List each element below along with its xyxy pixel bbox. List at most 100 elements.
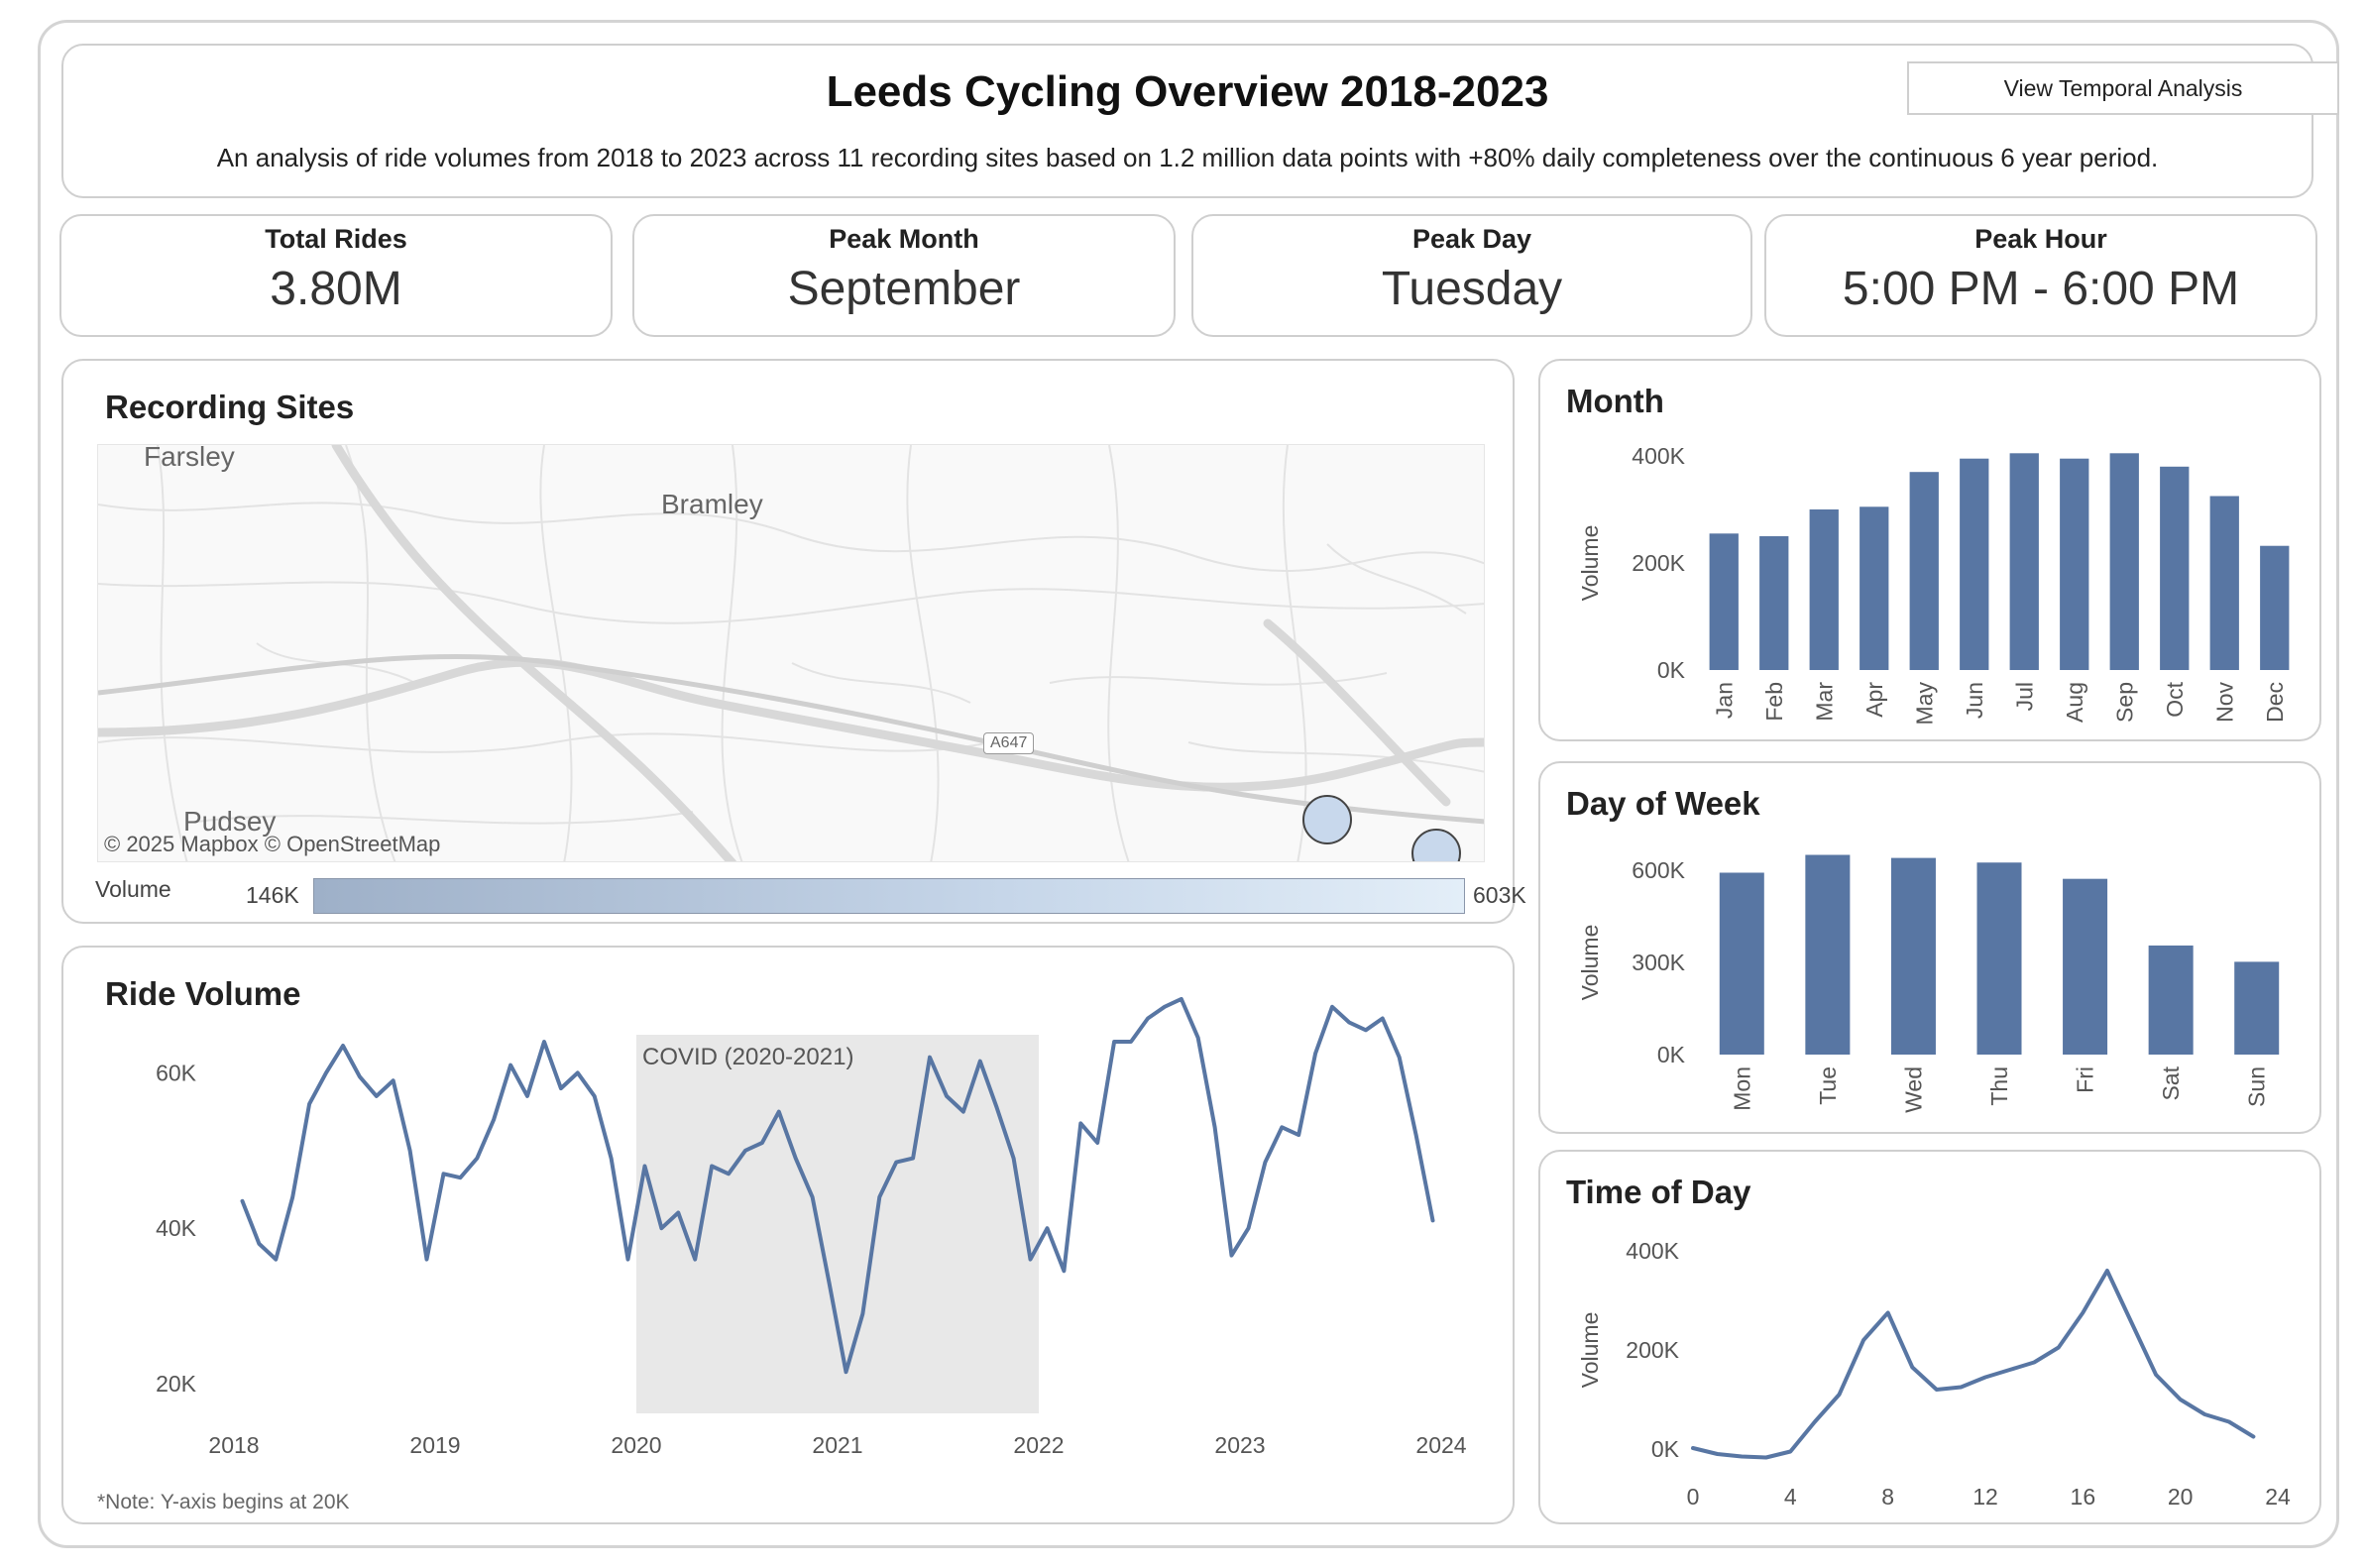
y-axis-label: Volume xyxy=(1577,925,1603,1001)
kpi-label: Peak Month xyxy=(829,224,979,254)
x-tick-label: Mon xyxy=(1729,1066,1754,1111)
x-tick-label: 2022 xyxy=(1013,1432,1064,1458)
kpi-value: September xyxy=(787,263,1021,315)
bar xyxy=(1719,872,1764,1055)
x-tick-label: Aug xyxy=(2062,682,2087,723)
x-tick-label: 2023 xyxy=(1214,1432,1265,1458)
kpi-label: Peak Hour xyxy=(1974,224,2107,254)
x-tick-label: 2019 xyxy=(409,1432,460,1458)
x-tick-label: Thu xyxy=(1986,1066,2012,1106)
x-tick-label: 12 xyxy=(1972,1484,1998,1510)
panel-title: Time of Day xyxy=(1566,1174,1751,1210)
bar xyxy=(1809,509,1839,670)
x-tick-label: Sun xyxy=(2244,1066,2270,1107)
x-tick-label: Nov xyxy=(2211,682,2237,723)
x-tick-label: 24 xyxy=(2265,1484,2291,1510)
kpi-value: 5:00 PM - 6:00 PM xyxy=(1842,263,2240,315)
y-tick-label: 200K xyxy=(1626,1337,1679,1363)
bar xyxy=(1976,862,2022,1055)
map-roads xyxy=(98,445,1484,862)
y-tick-label: 0K xyxy=(1651,1436,1680,1462)
x-tick-label: Feb xyxy=(1761,682,1787,722)
series-line xyxy=(240,996,1435,1375)
kpi-card-peak-hour: Peak Hour 5:00 PM - 6:00 PM xyxy=(1764,214,2317,337)
page-subtitle: An analysis of ride volumes from 2018 to… xyxy=(216,143,2159,172)
legend-title: Volume xyxy=(95,876,171,902)
legend-max: 603K xyxy=(1473,882,1526,908)
ride-volume-card: Ride Volume COVID (2020-2021) 20K 40K 60K 20… xyxy=(61,946,1515,1524)
x-tick-label: Mar xyxy=(1811,682,1837,722)
bar xyxy=(2009,453,2039,670)
day-of-week-card: Day of Week 0K 300K 600K Volume Mon Tue Wed Thu… xyxy=(1538,761,2321,1134)
volume-legend-gradient xyxy=(313,878,1465,914)
kpi-card-peak-month: Peak Month September xyxy=(632,214,1176,337)
bar xyxy=(1759,536,1789,670)
x-tick-label: Apr xyxy=(1861,682,1887,718)
panel-title: Month xyxy=(1566,383,1664,419)
bar xyxy=(2209,496,2239,670)
kpi-value: Tuesday xyxy=(1381,263,1563,315)
recording-site-marker[interactable] xyxy=(1302,795,1352,844)
bar xyxy=(1709,533,1739,670)
recording-site-marker[interactable] xyxy=(1411,829,1461,862)
y-tick-label: 600K xyxy=(1632,857,1685,883)
header-card: Leeds Cycling Overview 2018-2023 An anal… xyxy=(61,44,2339,198)
bar xyxy=(2160,466,2190,670)
y-tick-label: 300K xyxy=(1632,950,1685,975)
map-attribution[interactable]: © 2025 Mapbox © OpenStreetMap xyxy=(104,832,441,856)
bar xyxy=(1890,857,1936,1055)
view-temporal-analysis-button[interactable]: View Temporal Analysis xyxy=(1907,61,2339,115)
bar xyxy=(2063,878,2108,1055)
month-card: Month 0K 200K 400K Volume Jan Feb Mar Apr May Jun… xyxy=(1538,359,2321,741)
kpi-label: Peak Day xyxy=(1411,224,1532,254)
panel-title: Recording Sites xyxy=(105,389,355,425)
x-tick-label: May xyxy=(1911,682,1937,726)
series-line xyxy=(1691,1269,2256,1460)
kpi-card-peak-day: Peak Day Tuesday xyxy=(1191,214,1752,337)
bar xyxy=(1909,472,1939,670)
bar xyxy=(2148,945,2194,1055)
bar xyxy=(2060,458,2089,670)
x-tick-label: 4 xyxy=(1784,1484,1797,1510)
map-place-label: Bramley xyxy=(661,489,763,519)
y-axis-label: Volume xyxy=(1577,1312,1603,1389)
x-tick-label: 2024 xyxy=(1415,1432,1466,1458)
kpi-label: Total Rides xyxy=(265,224,407,254)
x-tick-label: 8 xyxy=(1881,1484,1894,1510)
x-tick-label: Tue xyxy=(1815,1066,1841,1105)
panel-title: Day of Week xyxy=(1566,785,1760,822)
bar xyxy=(2109,453,2139,670)
x-tick-label: 2018 xyxy=(208,1432,259,1458)
x-tick-label: 16 xyxy=(2071,1484,2096,1510)
covid-band xyxy=(636,1035,1039,1413)
bar xyxy=(1960,458,1989,670)
map-place-label: Farsley xyxy=(144,444,235,472)
x-tick-label: Jan xyxy=(1711,682,1737,719)
x-tick-label: 0 xyxy=(1687,1484,1700,1510)
x-tick-label: Fri xyxy=(2073,1066,2098,1093)
x-tick-label: Sep xyxy=(2111,682,2137,723)
time-of-day-card: Time of Day 0K 200K 400K Volume 0 4 8 12 16 20 24 xyxy=(1538,1150,2321,1524)
kpi-value: 3.80M xyxy=(270,263,402,315)
page-title: Leeds Cycling Overview 2018-2023 xyxy=(826,67,1549,116)
chart-note: *Note: Y-axis begins at 20K xyxy=(97,1491,350,1513)
bar xyxy=(2260,545,2290,670)
time-of-day-chart: 0K 200K 400K Volume 0 4 8 12 16 20 24 xyxy=(1577,1238,2291,1510)
map-place-label: Pudsey xyxy=(183,806,277,837)
x-tick-label: Jul xyxy=(2011,682,2037,711)
recording-sites-card: Recording Sites xyxy=(61,359,1526,924)
y-tick-label: 40K xyxy=(156,1215,197,1241)
x-tick-label: Sat xyxy=(2158,1065,2184,1100)
x-tick-label: 2020 xyxy=(611,1432,661,1458)
map[interactable]: Farsley Bramley Pudsey A647 © 2025 Mapbo… xyxy=(97,444,1485,862)
panel-title: Ride Volume xyxy=(105,975,301,1012)
day-of-week-chart: 0K 300K 600K Volume Mon Tue Wed Thu Fri Sat Sun xyxy=(1577,854,2280,1113)
x-tick-label: Dec xyxy=(2262,682,2288,723)
month-chart: 0K 200K 400K Volume Jan Feb Mar Apr May Jun Jul Aug… xyxy=(1577,443,2290,726)
bar xyxy=(1860,506,1889,670)
y-tick-label: 200K xyxy=(1632,550,1685,576)
road-label: A647 xyxy=(983,732,1035,754)
x-tick-label: Wed xyxy=(1900,1066,1926,1113)
x-tick-label: 2021 xyxy=(812,1432,862,1458)
covid-band-label: COVID (2020-2021) xyxy=(642,1044,853,1070)
